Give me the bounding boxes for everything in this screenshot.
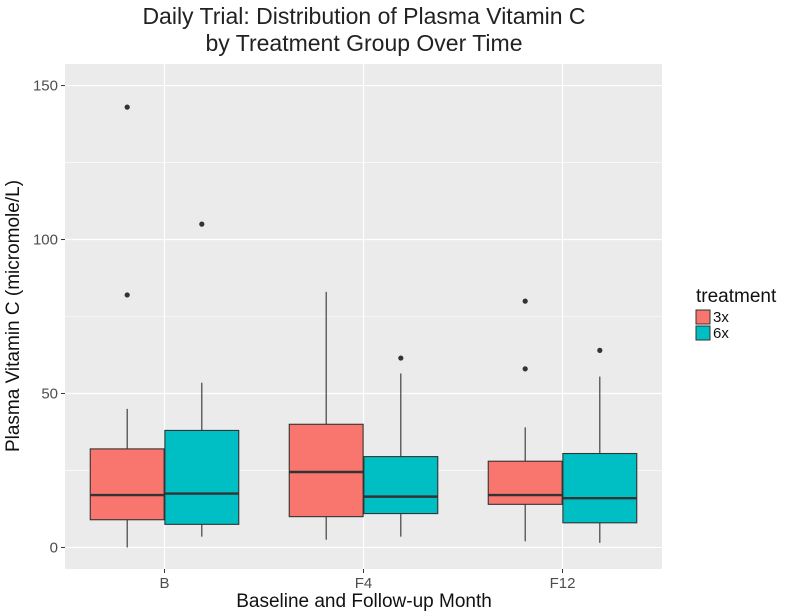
- outlier-point: [522, 298, 528, 304]
- y-tick-label: 100: [33, 232, 58, 249]
- x-tick-label: F4: [355, 575, 373, 592]
- x-axis-title: Baseline and Follow-up Month: [236, 591, 492, 612]
- box-iqr: [562, 452, 638, 524]
- axes: 0 50 100 150 B F4 F12: [33, 78, 575, 592]
- box-iqr: [487, 460, 563, 505]
- box-3x-B: [89, 104, 165, 548]
- chart-title-line-2: by Treatment Group Over Time: [205, 30, 522, 56]
- outlier-point: [199, 221, 205, 227]
- legend-key-3x: [695, 309, 711, 325]
- legend: treatment 3x 6x: [695, 286, 777, 342]
- legend-label-6x: 6x: [713, 325, 729, 342]
- chart-title-line-1: Daily Trial: Distribution of Plasma Vita…: [142, 3, 585, 29]
- y-tick-label: 150: [33, 78, 58, 95]
- box-6x-F12: [562, 347, 638, 543]
- outlier-point: [124, 292, 130, 298]
- x-tick-label: B: [159, 575, 169, 592]
- box-6x-F4: [363, 355, 439, 537]
- legend-label-3x: 3x: [713, 309, 729, 326]
- box-iqr: [288, 423, 364, 518]
- legend-title: treatment: [696, 286, 777, 307]
- box-iqr: [89, 448, 165, 521]
- y-tick-label: 50: [41, 385, 58, 402]
- box-iqr: [363, 456, 439, 515]
- box-layer: [89, 104, 638, 548]
- outlier-point: [522, 366, 528, 372]
- box-3x-F4: [288, 291, 364, 540]
- outlier-point: [597, 347, 603, 353]
- outlier-point: [124, 104, 130, 110]
- box-6x-B: [164, 221, 240, 537]
- box-3x-F12: [487, 298, 563, 542]
- y-axis-title: Plasma Vitamin C (micromole/L): [3, 180, 24, 452]
- outlier-point: [398, 355, 404, 361]
- legend-key-6x: [695, 325, 711, 341]
- x-tick-label: F12: [550, 575, 576, 592]
- y-tick-label: 0: [50, 539, 58, 556]
- box-iqr: [164, 429, 240, 525]
